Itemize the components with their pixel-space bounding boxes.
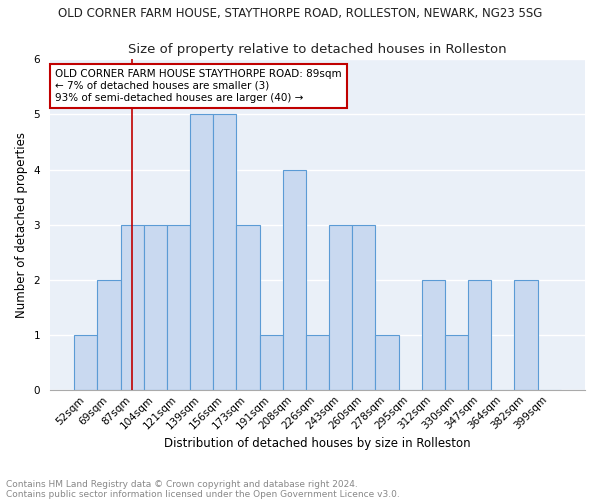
Title: Size of property relative to detached houses in Rolleston: Size of property relative to detached ho… bbox=[128, 42, 507, 56]
Bar bbox=[468, 280, 491, 390]
Y-axis label: Number of detached properties: Number of detached properties bbox=[15, 132, 28, 318]
Bar bbox=[144, 224, 167, 390]
Bar bbox=[422, 280, 445, 390]
Bar bbox=[445, 334, 468, 390]
Bar bbox=[167, 224, 190, 390]
Bar bbox=[236, 224, 260, 390]
Bar bbox=[97, 280, 121, 390]
Bar bbox=[74, 334, 97, 390]
Text: OLD CORNER FARM HOUSE STAYTHORPE ROAD: 89sqm
← 7% of detached houses are smaller: OLD CORNER FARM HOUSE STAYTHORPE ROAD: 8… bbox=[55, 70, 342, 102]
Text: OLD CORNER FARM HOUSE, STAYTHORPE ROAD, ROLLESTON, NEWARK, NG23 5SG: OLD CORNER FARM HOUSE, STAYTHORPE ROAD, … bbox=[58, 8, 542, 20]
Bar bbox=[121, 224, 144, 390]
Bar bbox=[329, 224, 352, 390]
Bar bbox=[352, 224, 376, 390]
Bar bbox=[514, 280, 538, 390]
Bar bbox=[190, 114, 213, 390]
X-axis label: Distribution of detached houses by size in Rolleston: Distribution of detached houses by size … bbox=[164, 437, 471, 450]
Bar bbox=[306, 334, 329, 390]
Bar bbox=[260, 334, 283, 390]
Bar bbox=[213, 114, 236, 390]
Bar bbox=[376, 334, 398, 390]
Bar bbox=[283, 170, 306, 390]
Text: Contains HM Land Registry data © Crown copyright and database right 2024.
Contai: Contains HM Land Registry data © Crown c… bbox=[6, 480, 400, 499]
